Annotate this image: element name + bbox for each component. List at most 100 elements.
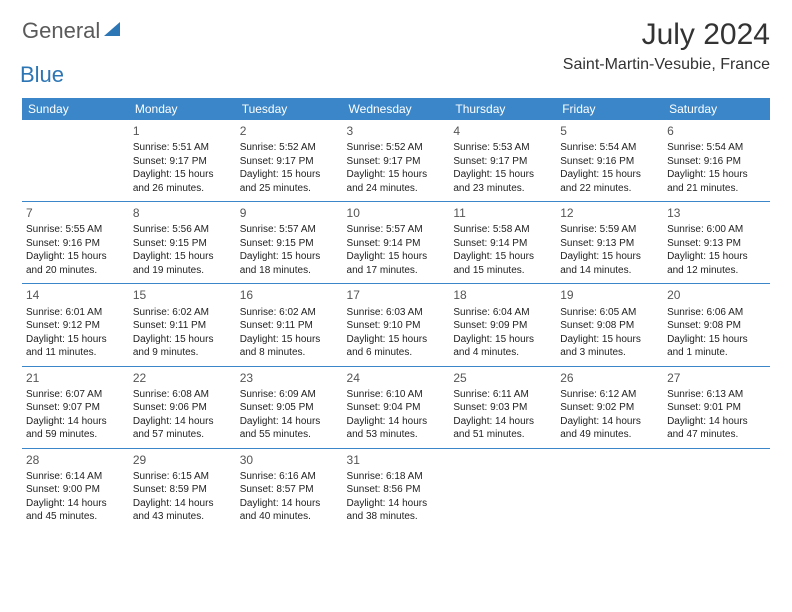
- day-info-line: and 14 minutes.: [560, 264, 659, 278]
- calendar-day-cell: 15Sunrise: 6:02 AMSunset: 9:11 PMDayligh…: [129, 284, 236, 366]
- calendar-day-cell: 29Sunrise: 6:15 AMSunset: 8:59 PMDayligh…: [129, 448, 236, 530]
- day-info-line: Sunrise: 6:02 AM: [240, 306, 339, 320]
- day-info-line: Daylight: 14 hours: [133, 415, 232, 429]
- day-info-line: Sunset: 8:59 PM: [133, 483, 232, 497]
- location: Saint-Martin-Vesubie, France: [563, 56, 770, 74]
- day-info-line: Daylight: 14 hours: [347, 497, 446, 511]
- day-info-line: Sunrise: 5:56 AM: [133, 223, 232, 237]
- day-info-line: Sunrise: 5:51 AM: [133, 141, 232, 155]
- logo-text-blue: Blue: [20, 62, 122, 88]
- day-info-line: Daylight: 15 hours: [560, 250, 659, 264]
- logo: General Blue: [22, 18, 122, 88]
- weekday-header: Wednesday: [343, 98, 450, 120]
- day-info-line: Sunset: 9:17 PM: [347, 155, 446, 169]
- day-number: 2: [240, 123, 339, 139]
- calendar-week-row: 1Sunrise: 5:51 AMSunset: 9:17 PMDaylight…: [22, 120, 770, 202]
- calendar-day-cell: [556, 448, 663, 530]
- calendar-day-cell: 22Sunrise: 6:08 AMSunset: 9:06 PMDayligh…: [129, 366, 236, 448]
- calendar-day-cell: 9Sunrise: 5:57 AMSunset: 9:15 PMDaylight…: [236, 202, 343, 284]
- day-number: 26: [560, 370, 659, 386]
- day-info-line: Sunset: 9:16 PM: [667, 155, 766, 169]
- day-info-line: Sunset: 8:56 PM: [347, 483, 446, 497]
- day-number: 29: [133, 452, 232, 468]
- day-info-line: Sunset: 9:06 PM: [133, 401, 232, 415]
- day-number: 28: [26, 452, 125, 468]
- day-info-line: Sunset: 9:08 PM: [560, 319, 659, 333]
- calendar-day-cell: 24Sunrise: 6:10 AMSunset: 9:04 PMDayligh…: [343, 366, 450, 448]
- day-info-line: and 17 minutes.: [347, 264, 446, 278]
- month-title: July 2024: [563, 18, 770, 52]
- day-info-line: and 53 minutes.: [347, 428, 446, 442]
- day-info-line: Daylight: 15 hours: [453, 250, 552, 264]
- day-info-line: and 45 minutes.: [26, 510, 125, 524]
- calendar-day-cell: 4Sunrise: 5:53 AMSunset: 9:17 PMDaylight…: [449, 120, 556, 202]
- day-info-line: Sunset: 9:01 PM: [667, 401, 766, 415]
- day-number: 8: [133, 205, 232, 221]
- day-info-line: Sunrise: 6:07 AM: [26, 388, 125, 402]
- day-info-line: Sunrise: 6:09 AM: [240, 388, 339, 402]
- day-info-line: Sunrise: 6:06 AM: [667, 306, 766, 320]
- day-info-line: and 25 minutes.: [240, 182, 339, 196]
- day-number: 13: [667, 205, 766, 221]
- day-number: 27: [667, 370, 766, 386]
- day-info-line: Sunrise: 6:08 AM: [133, 388, 232, 402]
- day-info-line: Sunset: 9:04 PM: [347, 401, 446, 415]
- calendar-day-cell: 23Sunrise: 6:09 AMSunset: 9:05 PMDayligh…: [236, 366, 343, 448]
- day-info-line: and 1 minute.: [667, 346, 766, 360]
- day-info-line: and 15 minutes.: [453, 264, 552, 278]
- title-block: July 2024 Saint-Martin-Vesubie, France: [563, 18, 770, 74]
- day-number: 15: [133, 287, 232, 303]
- day-number: 14: [26, 287, 125, 303]
- day-info-line: Sunrise: 5:57 AM: [240, 223, 339, 237]
- day-number: 21: [26, 370, 125, 386]
- day-number: 23: [240, 370, 339, 386]
- day-info-line: Daylight: 14 hours: [560, 415, 659, 429]
- day-info-line: and 24 minutes.: [347, 182, 446, 196]
- day-info-line: Sunrise: 5:57 AM: [347, 223, 446, 237]
- day-info-line: Sunrise: 6:14 AM: [26, 470, 125, 484]
- day-info-line: Sunrise: 5:52 AM: [347, 141, 446, 155]
- day-info-line: Daylight: 15 hours: [133, 168, 232, 182]
- day-info-line: and 38 minutes.: [347, 510, 446, 524]
- calendar-day-cell: 20Sunrise: 6:06 AMSunset: 9:08 PMDayligh…: [663, 284, 770, 366]
- calendar-day-cell: 25Sunrise: 6:11 AMSunset: 9:03 PMDayligh…: [449, 366, 556, 448]
- day-info-line: Daylight: 15 hours: [667, 250, 766, 264]
- day-info-line: Sunrise: 5:58 AM: [453, 223, 552, 237]
- day-info-line: Sunrise: 5:54 AM: [667, 141, 766, 155]
- calendar-day-cell: 5Sunrise: 5:54 AMSunset: 9:16 PMDaylight…: [556, 120, 663, 202]
- day-number: 20: [667, 287, 766, 303]
- day-info-line: Daylight: 15 hours: [347, 168, 446, 182]
- day-number: 9: [240, 205, 339, 221]
- day-info-line: Sunset: 9:14 PM: [347, 237, 446, 251]
- calendar-day-cell: 30Sunrise: 6:16 AMSunset: 8:57 PMDayligh…: [236, 448, 343, 530]
- day-info-line: Daylight: 15 hours: [240, 168, 339, 182]
- day-info-line: Daylight: 15 hours: [667, 333, 766, 347]
- day-info-line: Sunset: 9:03 PM: [453, 401, 552, 415]
- calendar-day-cell: 21Sunrise: 6:07 AMSunset: 9:07 PMDayligh…: [22, 366, 129, 448]
- day-info-line: and 55 minutes.: [240, 428, 339, 442]
- day-info-line: Daylight: 15 hours: [240, 333, 339, 347]
- calendar-day-cell: 8Sunrise: 5:56 AMSunset: 9:15 PMDaylight…: [129, 202, 236, 284]
- day-info-line: Sunrise: 6:03 AM: [347, 306, 446, 320]
- day-number: 1: [133, 123, 232, 139]
- day-info-line: Sunrise: 6:04 AM: [453, 306, 552, 320]
- weekday-header: Thursday: [449, 98, 556, 120]
- calendar-day-cell: 19Sunrise: 6:05 AMSunset: 9:08 PMDayligh…: [556, 284, 663, 366]
- day-info-line: Daylight: 15 hours: [560, 168, 659, 182]
- day-info-line: Sunrise: 6:18 AM: [347, 470, 446, 484]
- day-info-line: Sunrise: 6:12 AM: [560, 388, 659, 402]
- day-info-line: and 21 minutes.: [667, 182, 766, 196]
- day-info-line: Sunset: 9:12 PM: [26, 319, 125, 333]
- day-info-line: and 19 minutes.: [133, 264, 232, 278]
- day-info-line: Sunrise: 5:52 AM: [240, 141, 339, 155]
- day-number: 12: [560, 205, 659, 221]
- day-info-line: Daylight: 15 hours: [560, 333, 659, 347]
- calendar-day-cell: 14Sunrise: 6:01 AMSunset: 9:12 PMDayligh…: [22, 284, 129, 366]
- calendar-day-cell: 7Sunrise: 5:55 AMSunset: 9:16 PMDaylight…: [22, 202, 129, 284]
- day-info-line: Daylight: 14 hours: [240, 497, 339, 511]
- day-info-line: Sunrise: 6:13 AM: [667, 388, 766, 402]
- calendar-week-row: 7Sunrise: 5:55 AMSunset: 9:16 PMDaylight…: [22, 202, 770, 284]
- day-info-line: Sunset: 9:16 PM: [560, 155, 659, 169]
- day-number: 10: [347, 205, 446, 221]
- day-info-line: Daylight: 15 hours: [240, 250, 339, 264]
